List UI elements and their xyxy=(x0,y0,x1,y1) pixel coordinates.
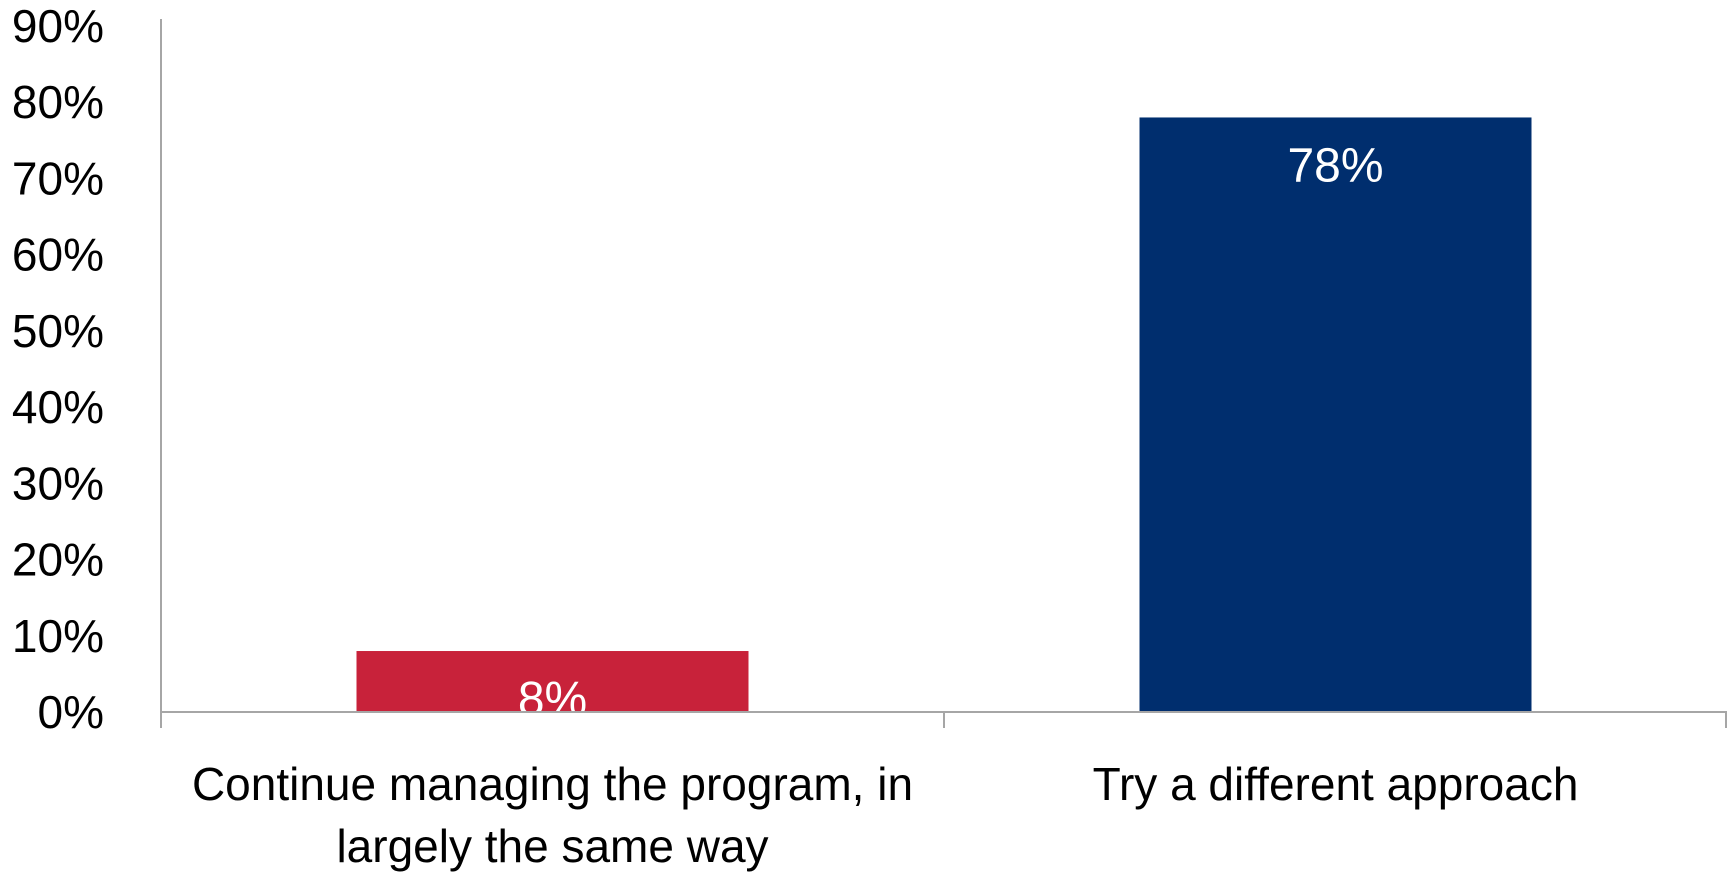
y-tick-label: 30% xyxy=(12,457,104,509)
x-axis: Continue managing the program, in largely… xyxy=(160,711,1727,872)
x-category-label: Continue managing the program, in xyxy=(192,758,913,810)
y-tick-label: 0% xyxy=(38,686,104,738)
data-label-2: 78% xyxy=(1287,139,1383,192)
y-tick-label: 20% xyxy=(12,534,104,586)
y-tick-label: 70% xyxy=(12,152,104,204)
y-tick-label: 40% xyxy=(12,381,104,433)
x-category-label: largely the same way xyxy=(336,820,768,872)
bars: 8% 78% xyxy=(356,117,1532,726)
y-tick-label: 10% xyxy=(12,610,104,662)
y-tick-label: 90% xyxy=(12,0,104,52)
x-category-label: Try a different approach xyxy=(1093,758,1579,810)
y-tick-label: 80% xyxy=(12,76,104,128)
y-axis: 0% 10% 20% 30% 40% 50% 60% 70% 80% 90% xyxy=(12,0,162,738)
data-label-1: 8% xyxy=(518,673,587,726)
bar-1 xyxy=(356,651,749,712)
bar-2 xyxy=(1139,117,1532,712)
y-tick-label: 60% xyxy=(12,229,104,281)
y-tick-label: 50% xyxy=(12,305,104,357)
